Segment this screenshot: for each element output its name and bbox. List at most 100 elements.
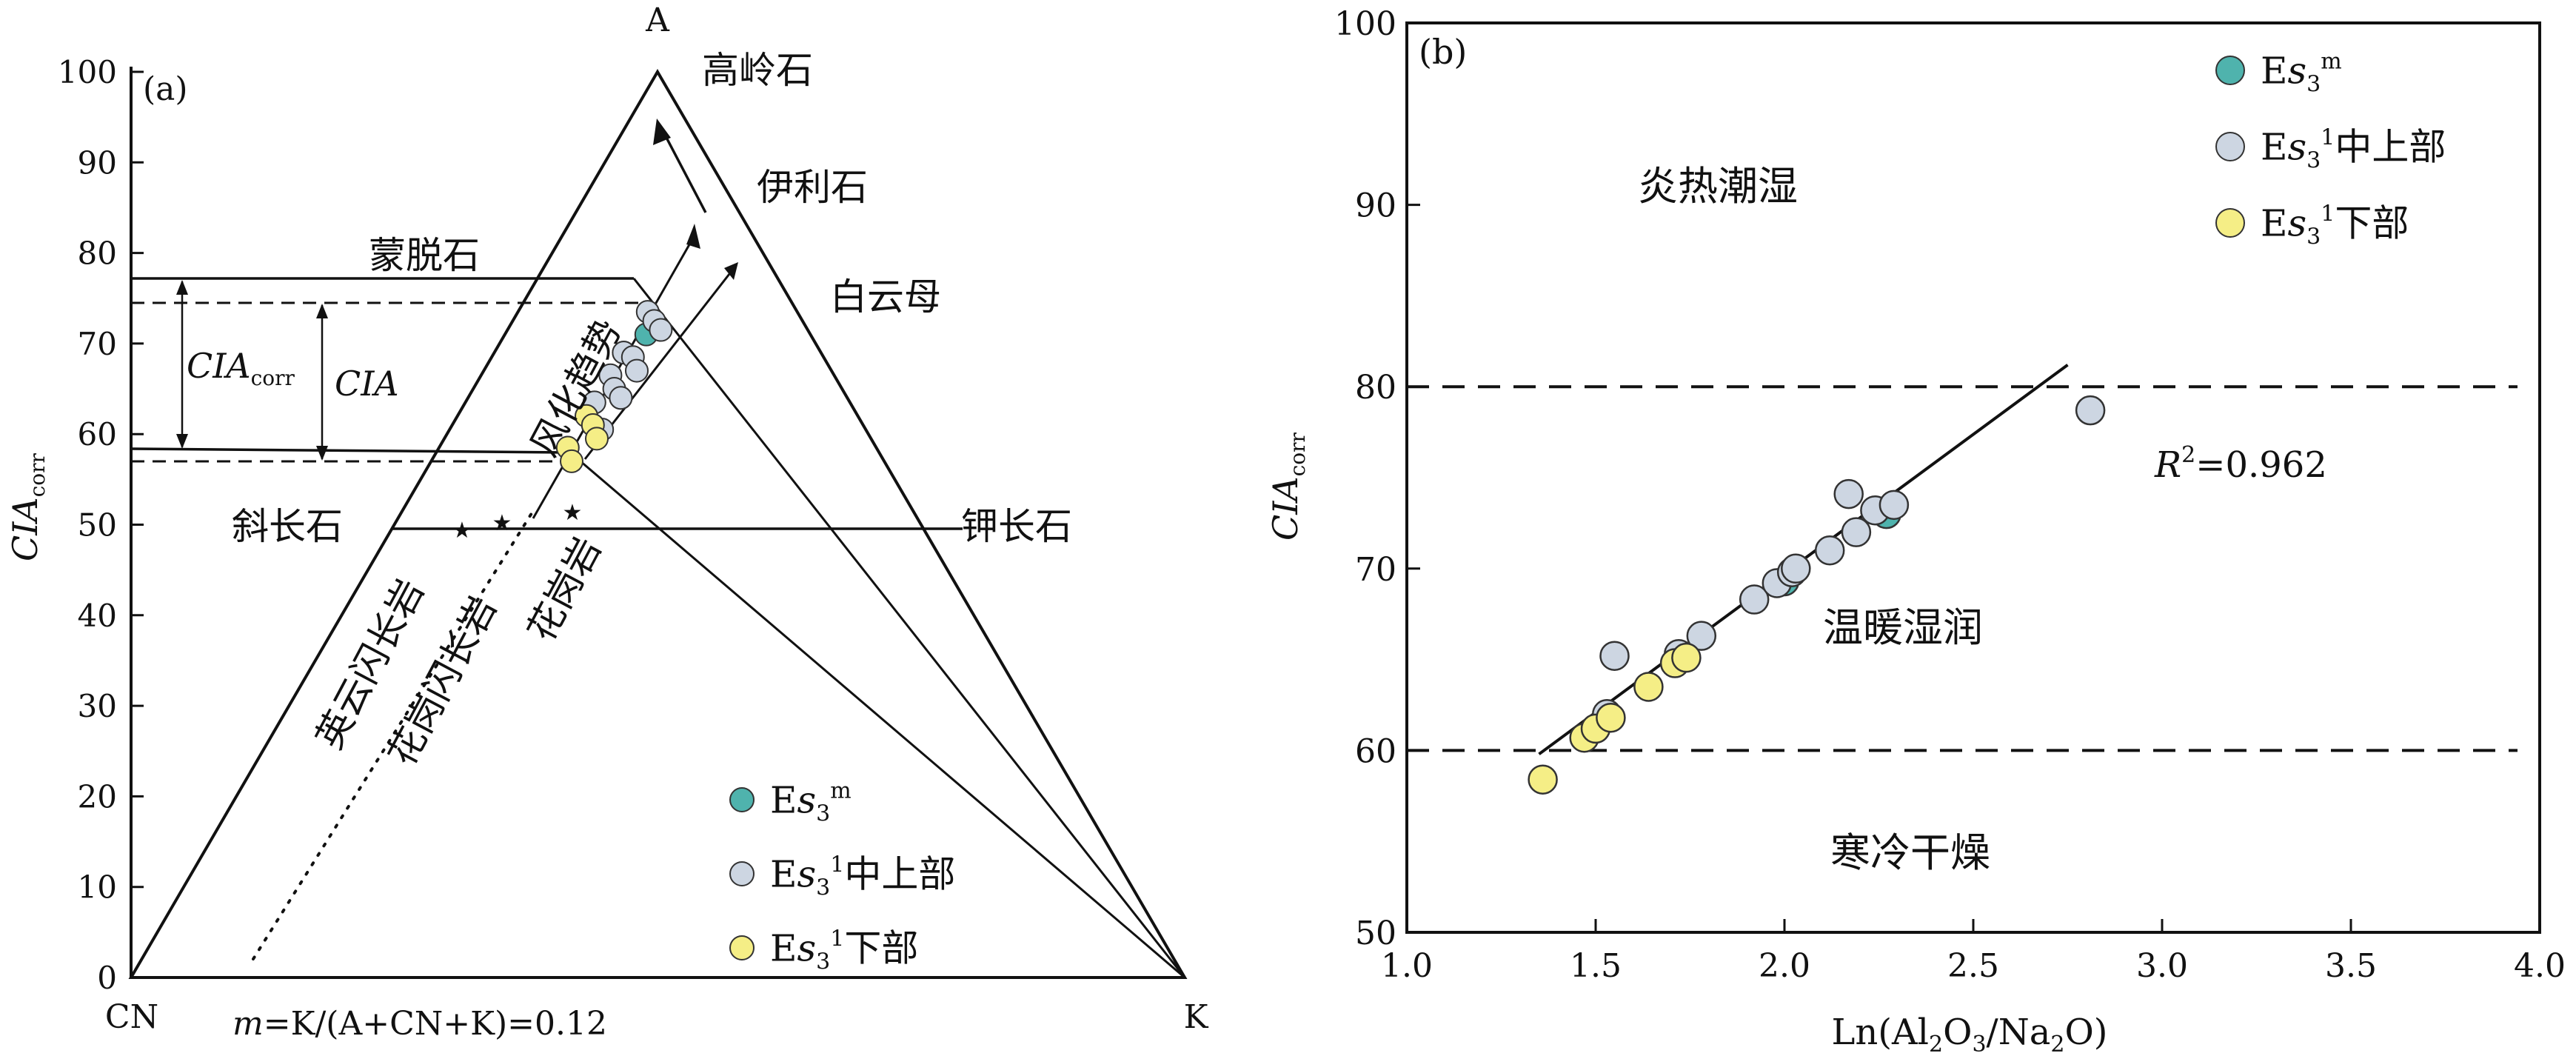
panel-a-legend: Es3m Es31中上部 Es31下部: [729, 778, 955, 975]
x-tick-label: 1.0: [1381, 947, 1433, 985]
ciacorr-bracket-label: CIAcorr: [187, 346, 295, 390]
cia-bracket-bottom: [316, 446, 328, 461]
x-tick-label: 3.0: [2136, 947, 2188, 985]
y-tick-label: 70: [1355, 551, 1396, 589]
data-point: [1841, 517, 1872, 547]
y-tick-label: 100: [1334, 5, 1396, 43]
data-point: [1739, 584, 1770, 615]
y-tick-label: 60: [1355, 732, 1396, 770]
cia-bracket-label: CIA: [335, 364, 399, 404]
x-tick-label: 1.5: [1570, 947, 1622, 985]
data-point: [1781, 553, 1811, 584]
y-tick-label: 80: [78, 235, 117, 272]
vertex-cn-label: CN: [105, 998, 158, 1036]
panel-b-ticks: 1.0 1.5 2.0 2.5 3.0 3.5 4.0 50 60 70 80 90 100: [1334, 5, 2566, 985]
y-tick-label: 70: [78, 326, 117, 362]
data-point: [609, 386, 633, 410]
panel-b-y-axis-label: CIAcorr: [1265, 432, 1310, 541]
legend-marker: [2215, 208, 2245, 238]
data-point: [560, 449, 583, 473]
kfeldspar-label: 钾长石: [961, 505, 1072, 548]
data-point: [1528, 764, 1558, 795]
panel-b: 1.0 1.5 2.0 2.5 3.0 3.5 4.0 50 60 70 80 90 100 (b) 炎…: [1265, 5, 2566, 1056]
cia-bracket-top: [316, 304, 328, 318]
legend-entry: Es31下部: [770, 926, 918, 975]
ciacorr-lower-line: [130, 447, 571, 454]
panel-b-legend: Es3m Es31中上部 Es31下部: [2215, 49, 2446, 250]
y-tick-label: 10: [78, 869, 117, 906]
trend-arrow-right-head: [724, 262, 738, 280]
vertex-a-label: A: [645, 1, 670, 39]
illite-label: 伊利石: [757, 166, 868, 209]
x-tick-label: 4.0: [2514, 947, 2566, 985]
panel-b-label: (b): [1419, 32, 1467, 72]
legend-entry: Es3m: [770, 778, 852, 827]
legend-marker: [729, 861, 755, 886]
data-point: [1686, 621, 1717, 651]
data-point: [2075, 395, 2106, 426]
legend-marker: [729, 935, 755, 960]
x-tick-label: 2.0: [1759, 947, 1810, 985]
granite-label: 花岗岩: [519, 530, 609, 649]
y-tick-label: 40: [78, 598, 117, 634]
data-point: [1633, 672, 1664, 702]
granodiorite-star: ★: [492, 510, 512, 536]
y-tick-label: 100: [58, 54, 117, 90]
smectite-label: 蒙脱石: [369, 234, 480, 277]
legend-marker: [729, 787, 755, 812]
legend-entry: Es31下部: [2261, 201, 2409, 250]
data-point: [1596, 702, 1626, 733]
panel-a: 0 10 20 30 40 50 60 70 80 90 100 ★ ★ ★ A CN K (a): [5, 1, 1209, 1043]
m-ratio-dotted-line: [252, 509, 535, 960]
y-tick-label: 20: [78, 778, 117, 815]
zone-hot-humid-label: 炎热潮湿: [1638, 163, 1798, 210]
panel-b-x-axis-label: Ln(Al2O3/Na2O): [1831, 1012, 2107, 1053]
ternary-triangle: [128, 69, 1188, 979]
legend-marker: [2215, 56, 2245, 85]
legend-entry: Es3m: [2261, 49, 2342, 98]
y-tick-label: 90: [78, 144, 117, 181]
muscovite-label: 白云母: [830, 275, 941, 318]
y-tick-label: 60: [78, 416, 117, 452]
kaolinite-arrow-head: [653, 118, 671, 145]
granite-star: ★: [563, 500, 583, 526]
kaolinite-arrow: [663, 134, 707, 213]
data-point: [1879, 489, 1910, 521]
kaolinite-label: 高岭石: [702, 49, 813, 92]
trend-arrow-left-head: [686, 224, 700, 249]
tonalite-star: ★: [452, 518, 472, 544]
plagioclase-to-k-line: [569, 451, 1185, 979]
zone-cold-dry-label: 寒冷干燥: [1830, 829, 1990, 876]
data-point: [1599, 641, 1630, 671]
zone-warm-humid-label: 温暖湿润: [1823, 604, 1983, 651]
data-point: [1833, 478, 1864, 509]
r-squared-label: R2=0.962: [2154, 442, 2327, 486]
x-tick-label: 3.5: [2325, 947, 2377, 985]
y-tick-label: 30: [78, 688, 117, 724]
panel-a-label: (a): [143, 70, 188, 108]
y-tick-label: 80: [1355, 369, 1396, 407]
m-formula: m=K/(A+CN+K)=0.12: [232, 1005, 607, 1043]
y-tick-label: 50: [78, 507, 117, 544]
vertex-k-label: K: [1184, 998, 1209, 1036]
legend-entry: Es31中上部: [770, 852, 955, 901]
panel-a-y-ticks: 0 10 20 30 40 50 60 70 80 90 100: [58, 54, 144, 996]
x-tick-label: 2.5: [1947, 947, 1999, 985]
y-tick-label: 90: [1355, 187, 1396, 225]
panel-a-data-points: [555, 300, 673, 473]
data-point: [585, 427, 609, 451]
ciacorr-bracket-bottom: [176, 434, 188, 449]
plagioclase-label: 斜长石: [232, 505, 343, 548]
legend-marker: [2215, 132, 2245, 161]
panel-a-y-axis-label: CIAcorr: [5, 452, 50, 561]
smectite-to-k-line: [632, 278, 1186, 978]
data-point: [625, 358, 649, 383]
data-point: [1814, 535, 1845, 566]
y-tick-label: 50: [1355, 915, 1396, 952]
legend-entry: Es31中上部: [2261, 125, 2446, 174]
ciacorr-bracket-top: [176, 280, 188, 295]
data-point: [1671, 642, 1702, 673]
y-tick-label: 0: [97, 960, 117, 996]
